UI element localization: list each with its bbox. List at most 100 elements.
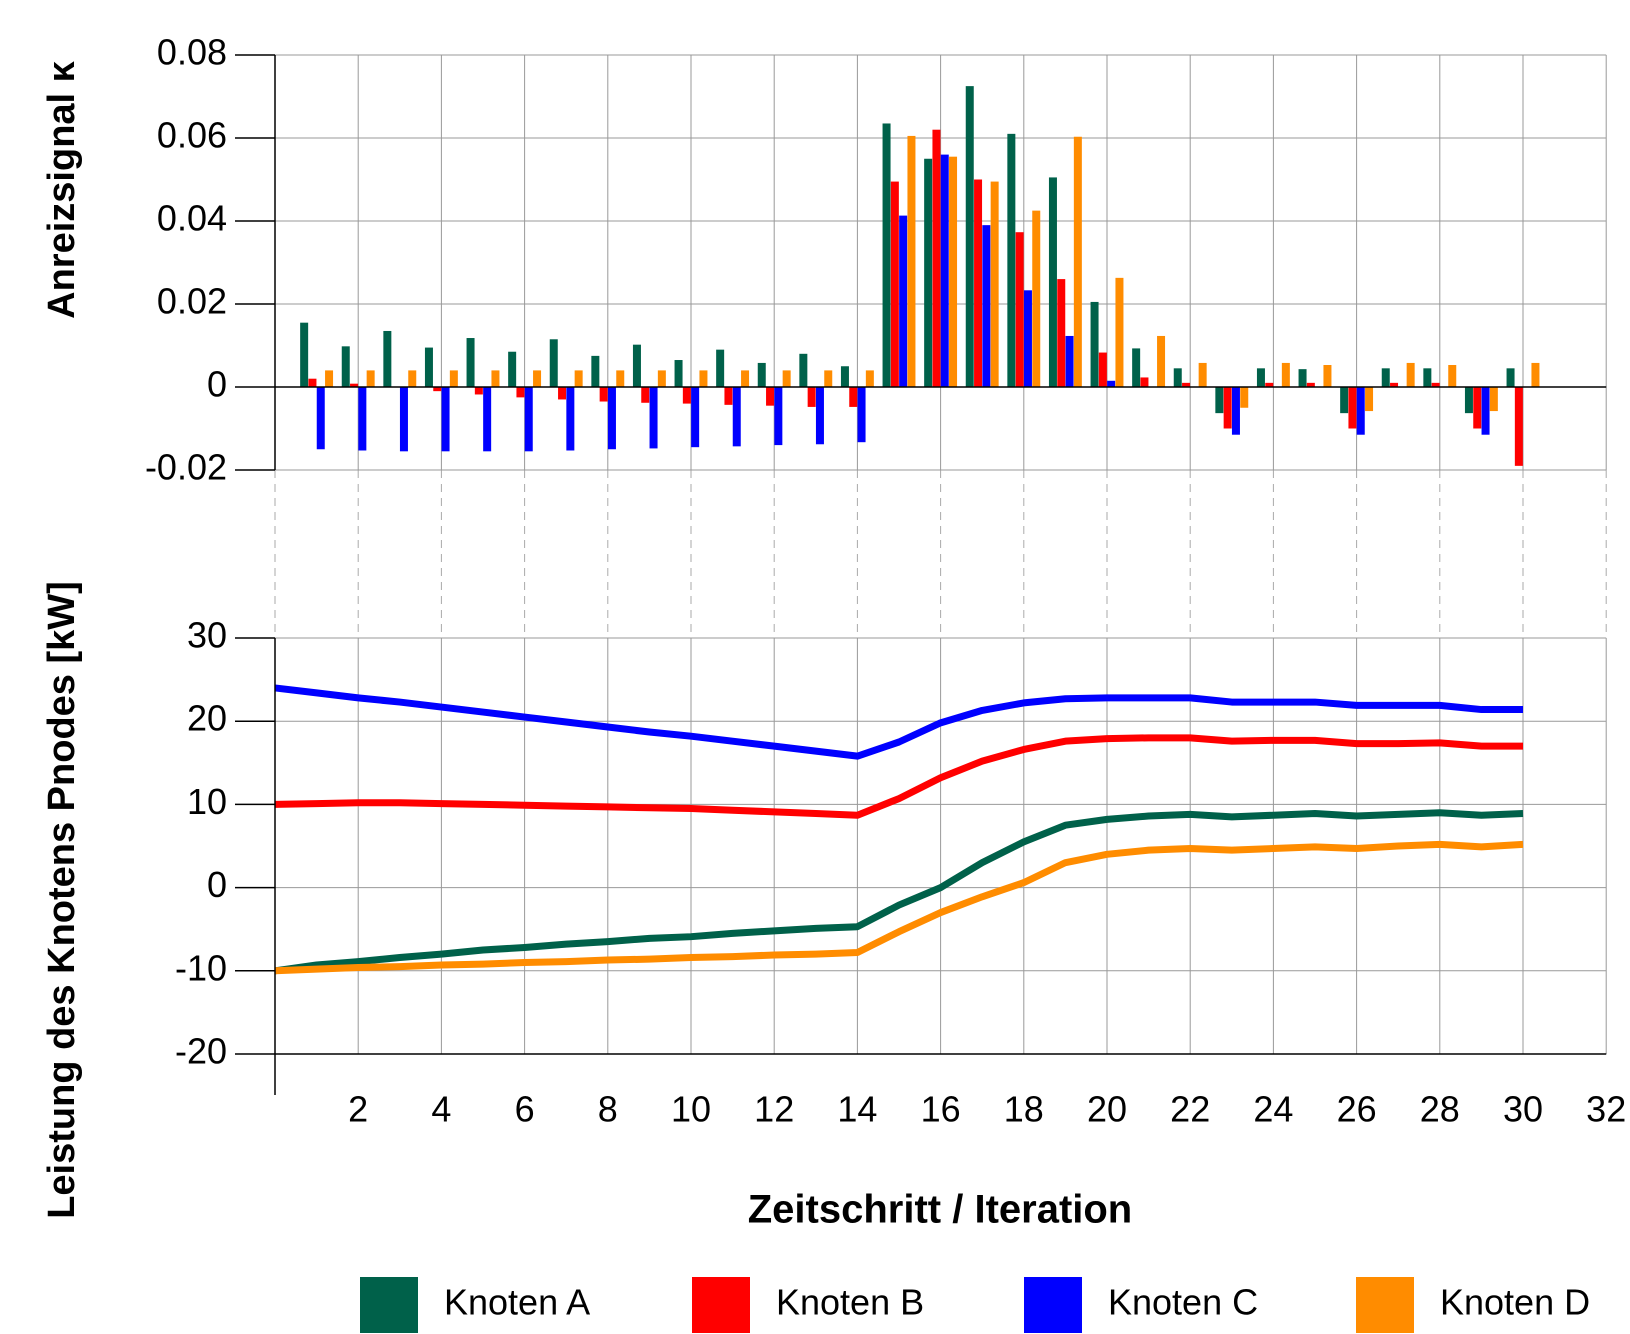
bar: [350, 383, 359, 387]
x-tick-label: 4: [431, 1089, 451, 1130]
x-tick-label: 10: [671, 1089, 711, 1130]
bar: [674, 360, 683, 387]
bar: [1023, 290, 1032, 387]
y-axis-label: Anreizsignal κ: [41, 60, 83, 318]
bar: [1223, 387, 1232, 429]
bar: [899, 215, 908, 387]
bar: [1048, 177, 1057, 387]
bar: [982, 225, 991, 387]
bar: [924, 158, 933, 387]
bar: [1323, 365, 1332, 387]
y-tick-label: 0: [207, 364, 227, 405]
bar: [1057, 279, 1066, 387]
line: [274, 684, 1523, 760]
bar: [1381, 368, 1390, 387]
bar: [574, 370, 583, 387]
bar: [1390, 382, 1399, 387]
legend-label: Knoten A: [444, 1282, 590, 1323]
bar: [516, 387, 525, 398]
bar: [1514, 387, 1523, 466]
bar: [1365, 387, 1374, 412]
bar: [699, 370, 708, 387]
bar: [483, 387, 492, 452]
bar: [533, 370, 542, 387]
bar: [424, 347, 433, 387]
bar: [949, 156, 958, 387]
y-tick-label: -0.02: [145, 447, 227, 488]
bar: [774, 387, 783, 446]
bar: [383, 330, 392, 387]
bar: [1173, 368, 1182, 387]
x-tick-label: 6: [515, 1089, 535, 1130]
bar: [1506, 368, 1515, 387]
bar: [591, 355, 600, 387]
legend-swatch: [1024, 1277, 1082, 1333]
y-tick-label: 0.04: [157, 198, 227, 239]
legend-label: Knoten B: [776, 1282, 924, 1323]
y-tick-label: 20: [187, 698, 227, 739]
x-axis-label: Zeitschritt / Iteration: [748, 1188, 1133, 1232]
y-tick-label: 0.06: [157, 115, 227, 156]
bar: [1140, 377, 1149, 387]
bar: [1098, 352, 1107, 387]
bar: [1073, 136, 1082, 387]
bar: [325, 370, 334, 387]
bar: [682, 387, 691, 404]
bar: [1298, 369, 1307, 387]
bar: [1182, 382, 1191, 387]
x-tick-label: 22: [1170, 1089, 1210, 1130]
bar: [558, 387, 567, 400]
bar: [890, 181, 899, 387]
bar: [300, 322, 309, 387]
legend-swatch: [1356, 1277, 1414, 1333]
bar: [1007, 133, 1016, 387]
bar: [932, 129, 941, 387]
bar: [824, 370, 833, 387]
y-tick-label: 0: [207, 864, 227, 905]
bar: [607, 387, 616, 450]
bar: [1481, 387, 1490, 435]
x-tick-label: 32: [1586, 1089, 1626, 1130]
bar: [599, 387, 608, 402]
bar: [732, 387, 741, 447]
y-tick-label: 0.08: [157, 32, 227, 73]
bar: [1306, 382, 1315, 387]
bar: [1215, 387, 1224, 414]
bar: [1281, 362, 1290, 387]
bar: [1198, 362, 1207, 387]
line: [274, 734, 1523, 819]
bar: [341, 346, 350, 387]
bar: [524, 387, 533, 452]
bar: [408, 370, 417, 387]
bar: [316, 387, 325, 450]
x-tick-label: 8: [598, 1089, 618, 1130]
bar: [649, 387, 658, 449]
bar: [691, 387, 700, 448]
bar: [1464, 387, 1473, 414]
line: [274, 840, 1524, 975]
bar: [508, 351, 517, 387]
bar: [491, 370, 500, 387]
legend-swatch: [692, 1277, 750, 1333]
bar: [1256, 368, 1265, 387]
bar: [1115, 277, 1124, 387]
x-tick-label: 20: [1087, 1089, 1127, 1130]
bar: [1032, 210, 1041, 387]
y-tick-label: 0.02: [157, 281, 227, 322]
y-tick-label: -10: [175, 947, 227, 988]
bar: [782, 370, 791, 387]
bar: [657, 370, 666, 387]
bar: [757, 362, 766, 387]
bar: [1489, 387, 1498, 412]
bar: [566, 387, 575, 451]
bar: [965, 86, 974, 387]
bar: [1423, 368, 1432, 387]
bar: [399, 387, 408, 452]
bar: [940, 154, 949, 387]
x-tick-label: 18: [1004, 1089, 1044, 1130]
bar: [632, 344, 641, 387]
bar: [1065, 335, 1074, 387]
x-tick-label: 12: [754, 1089, 794, 1130]
x-tick-label: 28: [1420, 1089, 1460, 1130]
y-tick-label: -20: [175, 1031, 227, 1072]
